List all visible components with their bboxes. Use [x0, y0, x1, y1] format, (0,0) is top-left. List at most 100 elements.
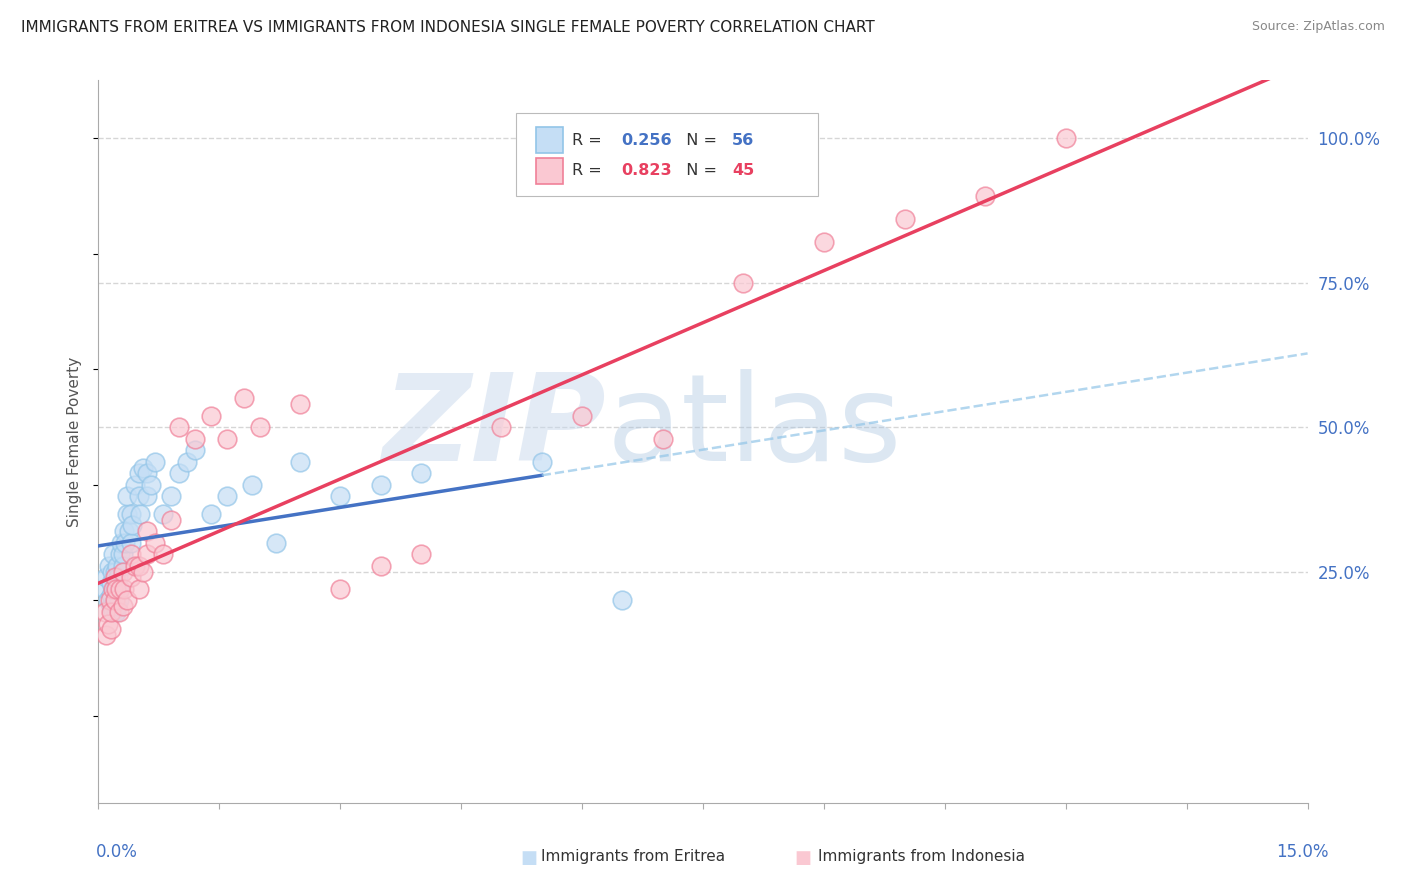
FancyBboxPatch shape [516, 112, 818, 196]
Point [107, 570, 129, 584]
Point [107, 582, 129, 596]
FancyBboxPatch shape [536, 128, 562, 153]
Point [288, 397, 311, 411]
Point [135, 524, 157, 538]
Text: 0.823: 0.823 [621, 163, 672, 178]
Point [167, 420, 190, 434]
Point [152, 547, 174, 561]
Point [105, 605, 128, 619]
Point [100, 576, 122, 591]
Point [135, 490, 157, 504]
Point [121, 518, 143, 533]
Point [733, 276, 755, 290]
Text: 45: 45 [733, 163, 754, 178]
Point [571, 409, 593, 423]
Point [1054, 131, 1077, 145]
Point [115, 593, 138, 607]
Point [111, 599, 134, 614]
Point [240, 478, 263, 492]
Point [813, 235, 835, 249]
Point [530, 455, 553, 469]
Point [370, 558, 392, 573]
Point [110, 535, 132, 549]
Point [132, 565, 155, 579]
Point [97, 558, 120, 573]
Text: atlas: atlas [606, 368, 901, 485]
Point [115, 490, 138, 504]
Point [103, 593, 125, 607]
Y-axis label: Single Female Poverty: Single Female Poverty [67, 357, 83, 526]
Point [120, 507, 142, 521]
Point [111, 565, 134, 579]
Point [112, 524, 135, 538]
Point [103, 570, 125, 584]
Point [96, 628, 118, 642]
Text: 0.0%: 0.0% [96, 843, 138, 861]
Point [893, 212, 915, 227]
Text: ■: ■ [794, 849, 811, 867]
Point [96, 570, 118, 584]
Text: 0.256: 0.256 [621, 133, 672, 148]
Point [128, 467, 150, 481]
Point [108, 582, 131, 596]
Point [184, 443, 207, 458]
Point [249, 420, 271, 434]
Point [124, 478, 146, 492]
Point [118, 524, 141, 538]
Text: R =: R = [572, 133, 607, 148]
Point [94, 605, 117, 619]
Point [135, 547, 157, 561]
Point [101, 547, 124, 561]
Point [152, 507, 174, 521]
Point [264, 535, 287, 549]
Point [112, 582, 135, 596]
Point [107, 605, 129, 619]
Point [651, 432, 673, 446]
Point [200, 507, 222, 521]
Text: Immigrants from Indonesia: Immigrants from Indonesia [818, 849, 1025, 864]
Point [217, 490, 239, 504]
Point [105, 582, 128, 596]
Text: ■: ■ [520, 849, 537, 867]
Point [100, 623, 122, 637]
Point [97, 593, 120, 607]
Point [114, 535, 136, 549]
Point [143, 535, 166, 549]
Point [160, 490, 183, 504]
Point [107, 593, 129, 607]
Text: Source: ZipAtlas.com: Source: ZipAtlas.com [1251, 20, 1385, 33]
Point [98, 593, 121, 607]
Point [108, 547, 131, 561]
Point [103, 593, 125, 607]
Point [103, 582, 125, 596]
Point [409, 467, 432, 481]
Text: Immigrants from Eritrea: Immigrants from Eritrea [541, 849, 725, 864]
Point [329, 582, 352, 596]
Point [132, 460, 155, 475]
Point [104, 565, 127, 579]
Point [100, 599, 122, 614]
Point [370, 478, 392, 492]
Text: IMMIGRANTS FROM ERITREA VS IMMIGRANTS FROM INDONESIA SINGLE FEMALE POVERTY CORRE: IMMIGRANTS FROM ERITREA VS IMMIGRANTS FR… [21, 20, 875, 35]
Point [115, 507, 138, 521]
Point [329, 490, 352, 504]
Point [124, 558, 146, 573]
Text: 15.0%: 15.0% [1277, 843, 1329, 861]
Point [120, 535, 142, 549]
Point [101, 582, 124, 596]
Point [120, 547, 142, 561]
Point [128, 582, 150, 596]
Point [409, 547, 432, 561]
Point [111, 558, 134, 573]
Point [101, 605, 124, 619]
Point [128, 558, 150, 573]
Point [135, 467, 157, 481]
Point [129, 507, 152, 521]
Point [105, 576, 128, 591]
Point [184, 432, 207, 446]
Point [94, 582, 117, 596]
Point [105, 558, 128, 573]
Text: 56: 56 [733, 133, 754, 148]
Point [128, 490, 150, 504]
Point [200, 409, 222, 423]
